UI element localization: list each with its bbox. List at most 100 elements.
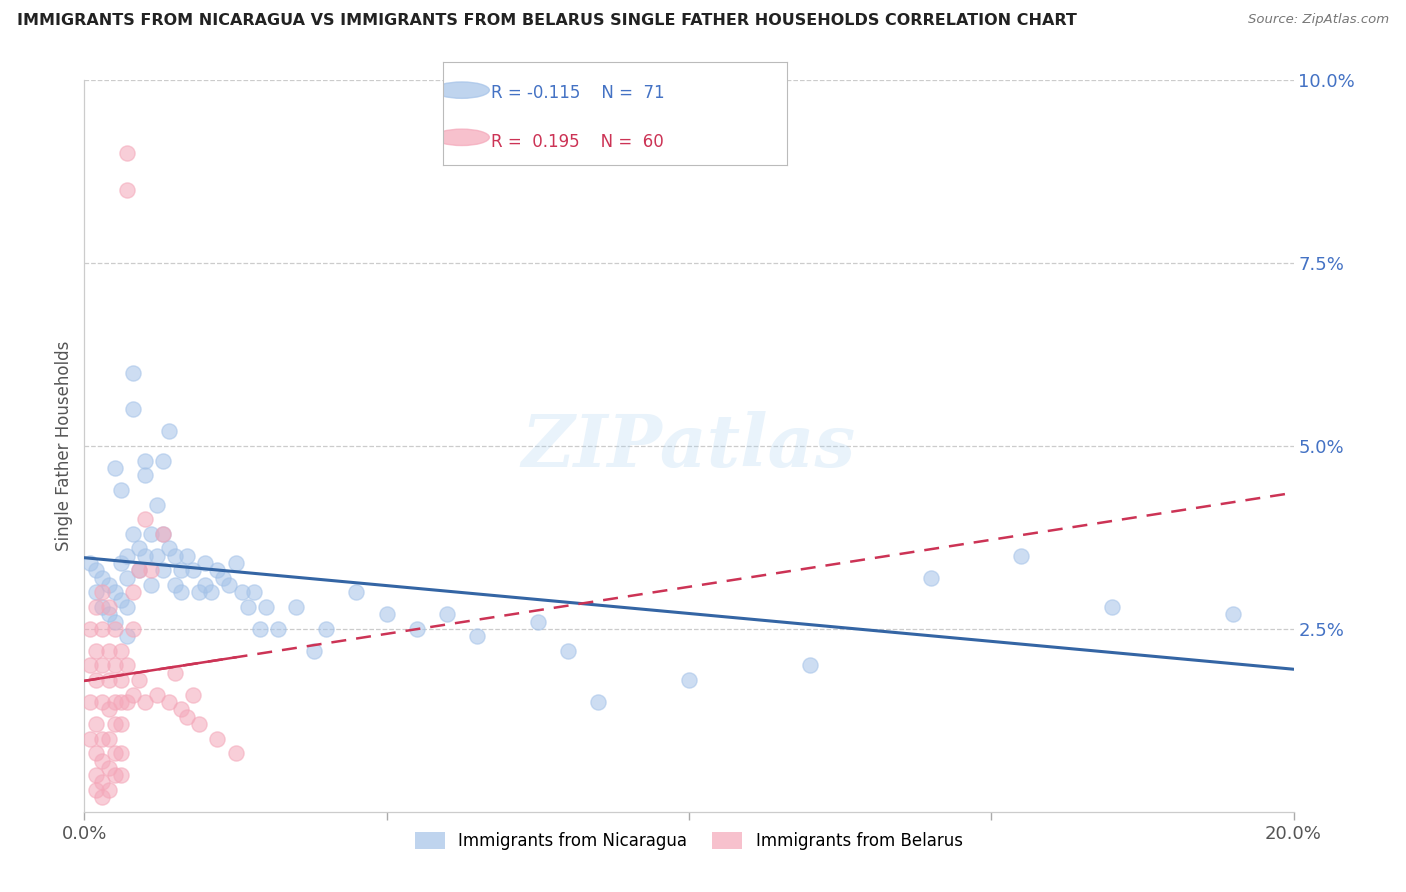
Point (139, 578, 162, 592)
Point (79, 695, 101, 709)
Point (104, 658, 127, 673)
Point (115, 146, 138, 161)
Text: R = -0.115    N =  71: R = -0.115 N = 71 (491, 84, 665, 103)
Point (128, 563, 150, 577)
Point (194, 556, 217, 570)
Point (134, 453, 156, 467)
Point (110, 556, 132, 570)
Point (1222, 607, 1244, 622)
Point (165, 549, 187, 563)
Point (165, 665, 187, 680)
Point (79, 622, 101, 636)
Point (86, 768, 108, 782)
Point (91, 790, 114, 805)
Point (121, 366, 143, 380)
Point (242, 585, 264, 599)
Text: R =  0.195    N =  60: R = 0.195 N = 60 (491, 134, 664, 152)
Point (139, 526, 162, 541)
Point (207, 731, 229, 746)
Point (97, 761, 120, 775)
Point (152, 526, 174, 541)
Point (121, 585, 143, 599)
Point (91, 658, 114, 673)
Point (194, 578, 217, 592)
Point (157, 425, 180, 439)
Point (527, 615, 550, 629)
Point (346, 585, 368, 599)
Circle shape (434, 82, 489, 98)
Point (97, 578, 120, 592)
Point (128, 673, 150, 687)
Point (146, 498, 169, 512)
Point (121, 622, 143, 636)
Point (115, 599, 138, 614)
Point (86, 585, 108, 599)
Point (165, 578, 187, 592)
Point (110, 592, 132, 607)
Point (181, 688, 204, 702)
Point (86, 563, 108, 577)
Point (920, 571, 942, 585)
Point (134, 468, 156, 483)
Point (134, 695, 156, 709)
Point (91, 622, 114, 636)
Point (170, 702, 193, 716)
Point (152, 563, 174, 577)
Point (104, 768, 127, 782)
Point (115, 183, 138, 197)
Point (104, 622, 127, 636)
Point (170, 585, 193, 599)
Point (104, 695, 127, 709)
Point (157, 541, 180, 556)
Point (152, 526, 174, 541)
Point (97, 702, 120, 716)
Point (97, 782, 120, 797)
Legend: Immigrants from Nicaragua, Immigrants from Belarus: Immigrants from Nicaragua, Immigrants fr… (406, 823, 972, 858)
Point (231, 585, 253, 599)
Point (188, 585, 211, 599)
Point (110, 644, 132, 658)
Point (91, 585, 114, 599)
Point (236, 599, 259, 614)
Point (285, 599, 308, 614)
Point (97, 599, 120, 614)
Point (110, 483, 132, 497)
Point (225, 746, 247, 760)
Point (302, 644, 325, 658)
Point (91, 754, 114, 768)
Point (104, 717, 127, 731)
Point (91, 731, 114, 746)
Point (139, 563, 162, 577)
Point (97, 673, 120, 687)
Point (110, 673, 132, 687)
Point (86, 782, 108, 797)
Point (315, 622, 337, 636)
Point (115, 571, 138, 585)
Point (157, 695, 180, 709)
Point (91, 571, 114, 585)
Point (79, 731, 101, 746)
Point (110, 717, 132, 731)
Point (104, 746, 127, 760)
Point (207, 563, 229, 577)
Circle shape (434, 129, 489, 145)
Point (254, 599, 277, 614)
Point (181, 563, 204, 577)
Point (86, 717, 108, 731)
Point (188, 717, 211, 731)
Point (110, 768, 132, 782)
Point (799, 658, 821, 673)
Point (121, 526, 143, 541)
Point (91, 695, 114, 709)
Point (678, 673, 700, 687)
Point (146, 688, 169, 702)
Point (134, 549, 156, 563)
Point (104, 585, 127, 599)
Point (86, 599, 108, 614)
Point (97, 644, 120, 658)
Point (176, 549, 198, 563)
Point (110, 746, 132, 760)
Point (588, 695, 610, 709)
Point (110, 695, 132, 709)
Y-axis label: Single Father Households: Single Father Households (55, 341, 73, 551)
